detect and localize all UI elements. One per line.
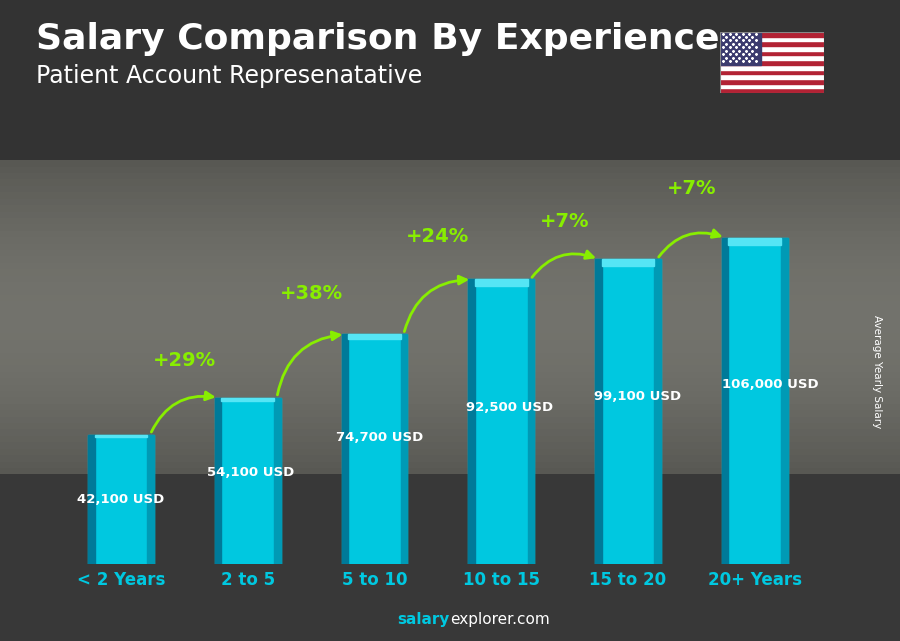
Bar <box>728 238 781 245</box>
Text: +38%: +38% <box>280 285 343 303</box>
Bar <box>722 238 728 564</box>
Bar <box>720 60 824 65</box>
Bar <box>720 32 761 65</box>
Text: Salary Comparison By Experience: Salary Comparison By Experience <box>36 22 719 56</box>
Bar <box>720 83 824 88</box>
Bar <box>781 238 788 564</box>
Bar <box>88 435 154 564</box>
Text: 92,500 USD: 92,500 USD <box>465 401 553 414</box>
Bar <box>527 279 534 564</box>
Bar <box>341 334 408 564</box>
Text: +24%: +24% <box>406 227 470 246</box>
Bar <box>601 259 654 266</box>
Bar <box>720 56 824 60</box>
Bar <box>400 334 408 564</box>
Text: explorer.com: explorer.com <box>450 612 550 627</box>
Bar <box>720 88 824 93</box>
Bar <box>720 37 824 42</box>
Bar <box>88 435 94 564</box>
Bar <box>341 334 348 564</box>
Bar <box>215 397 281 564</box>
Bar <box>720 65 824 69</box>
Text: Patient Account Represenatative: Patient Account Represenatative <box>36 64 422 88</box>
Bar <box>475 279 527 286</box>
Bar <box>148 435 154 564</box>
Bar <box>720 46 824 51</box>
Text: 54,100 USD: 54,100 USD <box>207 466 294 479</box>
Text: 99,100 USD: 99,100 USD <box>594 390 680 403</box>
Text: salary: salary <box>398 612 450 627</box>
Text: Average Yearly Salary: Average Yearly Salary <box>872 315 883 428</box>
Text: 74,700 USD: 74,700 USD <box>337 431 424 444</box>
Bar <box>468 279 475 564</box>
Bar <box>720 51 824 56</box>
Bar <box>654 259 661 564</box>
Bar <box>720 69 824 74</box>
Bar <box>595 259 661 564</box>
Bar <box>720 32 824 37</box>
Bar <box>722 238 788 564</box>
Text: 42,100 USD: 42,100 USD <box>76 493 164 506</box>
Bar <box>595 259 601 564</box>
Text: +7%: +7% <box>540 212 590 231</box>
Text: +29%: +29% <box>153 351 216 370</box>
Text: +7%: +7% <box>667 179 716 198</box>
Bar <box>221 397 274 401</box>
Bar <box>215 397 221 564</box>
Bar <box>468 279 534 564</box>
Bar <box>94 435 148 437</box>
Bar <box>720 42 824 46</box>
Bar <box>348 334 400 339</box>
Bar <box>274 397 281 564</box>
Bar <box>720 79 824 83</box>
Bar <box>720 74 824 79</box>
Text: 106,000 USD: 106,000 USD <box>722 378 818 391</box>
